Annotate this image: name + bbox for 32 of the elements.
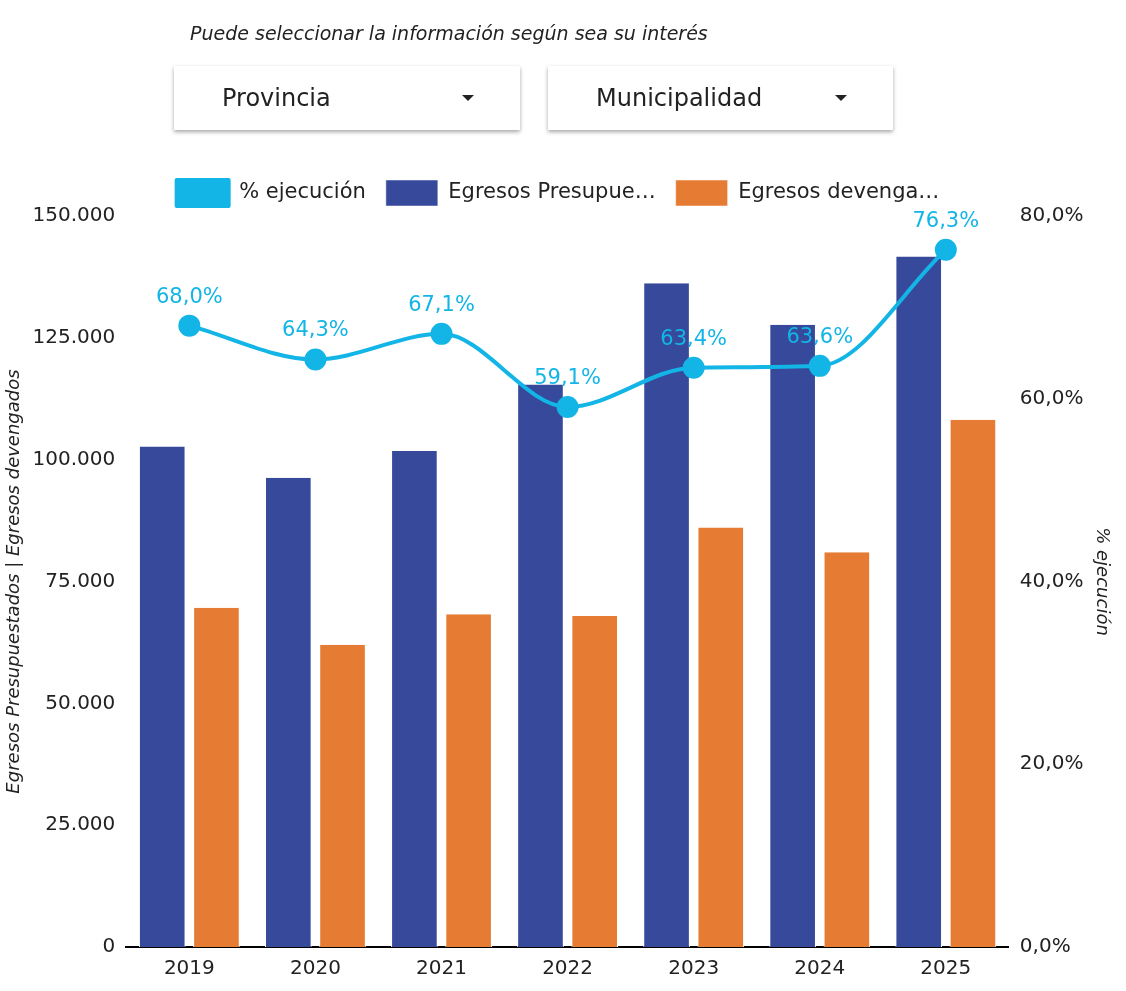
- y2-tick-label: 80,0%: [1019, 202, 1084, 227]
- x-tick-label: 2019: [163, 955, 215, 980]
- data-label: 59,1%: [534, 364, 601, 389]
- text: Municipalidad: [596, 84, 763, 112]
- y-tick-label: 50.000: [45, 689, 116, 714]
- text: Puede seleccionar la información según sea su interés: [190, 22, 708, 44]
- data-label: 76,3%: [912, 207, 980, 232]
- x-tick-label: 2024: [794, 955, 846, 980]
- y-tick-label: 125.000: [32, 324, 116, 349]
- legend-label: Egresos devenga…: [738, 179, 940, 204]
- y-tick-label: 150.000: [32, 202, 116, 227]
- y2-axis-title: % ejecución: [1092, 527, 1114, 636]
- data-label: 68,0%: [155, 283, 223, 308]
- y2-tick-label: 20,0%: [1019, 750, 1084, 775]
- legend-label: Egresos Presupue…: [448, 179, 656, 204]
- x-tick-label: 2022: [542, 955, 594, 980]
- x-tick-label: 2025: [920, 955, 972, 980]
- y-tick-label: 75.000: [45, 567, 116, 592]
- data-label: 64,3%: [282, 317, 349, 342]
- text: Provincia: [222, 84, 331, 112]
- y2-tick-label: 60,0%: [1019, 384, 1084, 409]
- y-axis-title: Egresos Presupuestados | Egresos devengados: [2, 369, 24, 794]
- x-tick-label: 2021: [416, 955, 467, 980]
- y-tick-label: 0: [102, 933, 116, 958]
- y2-tick-label: 0,0%: [1019, 933, 1071, 958]
- y-tick-label: 25.000: [45, 811, 116, 836]
- y2-tick-label: 40,0%: [1019, 567, 1084, 592]
- x-tick-label: 2020: [289, 955, 341, 980]
- legend-label: % ejecución: [239, 179, 366, 204]
- y-tick-label: 100.000: [32, 445, 116, 470]
- data-label: 67,1%: [408, 291, 475, 316]
- x-tick-label: 2023: [668, 955, 720, 980]
